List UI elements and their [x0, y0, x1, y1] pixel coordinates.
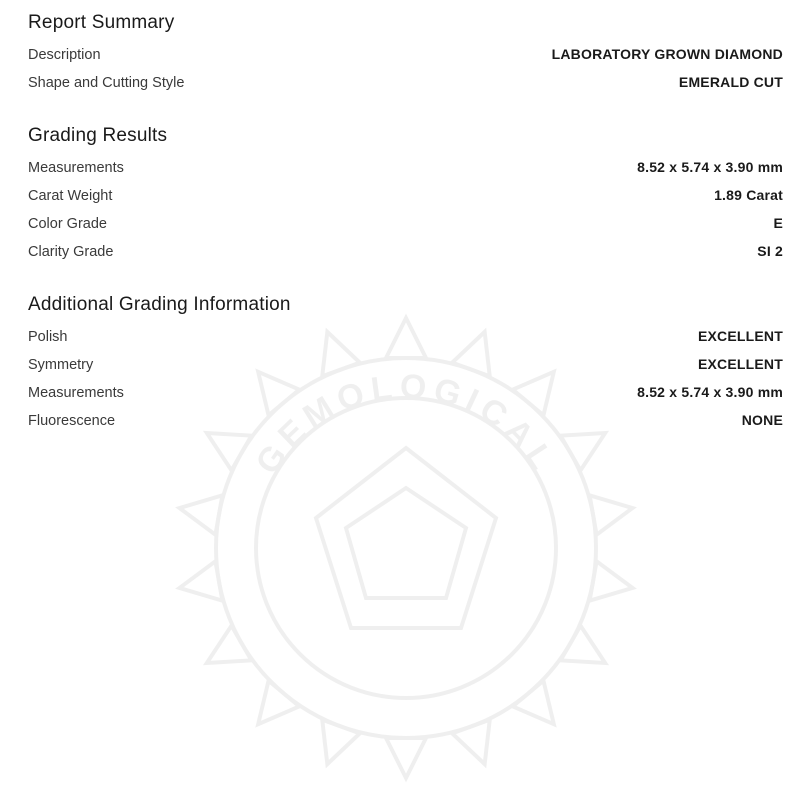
label-fluorescence: Fluorescence: [28, 413, 115, 429]
label-symmetry: Symmetry: [28, 357, 93, 373]
section-title-report-summary: Report Summary: [28, 12, 783, 34]
section-additional-grading: Additional Grading Information Polish EX…: [28, 294, 783, 429]
report-content: Report Summary Description LABORATORY GR…: [0, 0, 811, 429]
section-report-summary: Report Summary Description LABORATORY GR…: [28, 12, 783, 91]
row-symmetry: Symmetry EXCELLENT: [28, 356, 783, 373]
row-addl-measurements: Measurements 8.52 x 5.74 x 3.90 mm: [28, 384, 783, 401]
label-measurements: Measurements: [28, 160, 124, 176]
value-symmetry: EXCELLENT: [698, 356, 783, 372]
label-shape: Shape and Cutting Style: [28, 75, 184, 91]
label-clarity-grade: Clarity Grade: [28, 244, 113, 260]
row-shape: Shape and Cutting Style EMERALD CUT: [28, 74, 783, 91]
row-fluorescence: Fluorescence NONE: [28, 412, 783, 429]
row-color-grade: Color Grade E: [28, 215, 783, 232]
value-shape: EMERALD CUT: [679, 74, 783, 90]
row-carat-weight: Carat Weight 1.89 Carat: [28, 187, 783, 204]
row-measurements: Measurements 8.52 x 5.74 x 3.90 mm: [28, 159, 783, 176]
label-carat-weight: Carat Weight: [28, 188, 112, 204]
section-grading-results: Grading Results Measurements 8.52 x 5.74…: [28, 125, 783, 260]
row-clarity-grade: Clarity Grade SI 2: [28, 243, 783, 260]
label-addl-measurements: Measurements: [28, 385, 124, 401]
label-description: Description: [28, 47, 101, 63]
value-clarity-grade: SI 2: [757, 243, 783, 259]
section-title-additional-grading: Additional Grading Information: [28, 294, 783, 316]
row-polish: Polish EXCELLENT: [28, 328, 783, 345]
value-fluorescence: NONE: [742, 412, 783, 428]
value-carat-weight: 1.89 Carat: [714, 187, 783, 203]
value-description: LABORATORY GROWN DIAMOND: [552, 46, 783, 62]
label-polish: Polish: [28, 329, 68, 345]
section-title-grading-results: Grading Results: [28, 125, 783, 147]
row-description: Description LABORATORY GROWN DIAMOND: [28, 46, 783, 63]
value-addl-measurements: 8.52 x 5.74 x 3.90 mm: [637, 384, 783, 400]
value-polish: EXCELLENT: [698, 328, 783, 344]
label-color-grade: Color Grade: [28, 216, 107, 232]
value-color-grade: E: [773, 215, 783, 231]
value-measurements: 8.52 x 5.74 x 3.90 mm: [637, 159, 783, 175]
